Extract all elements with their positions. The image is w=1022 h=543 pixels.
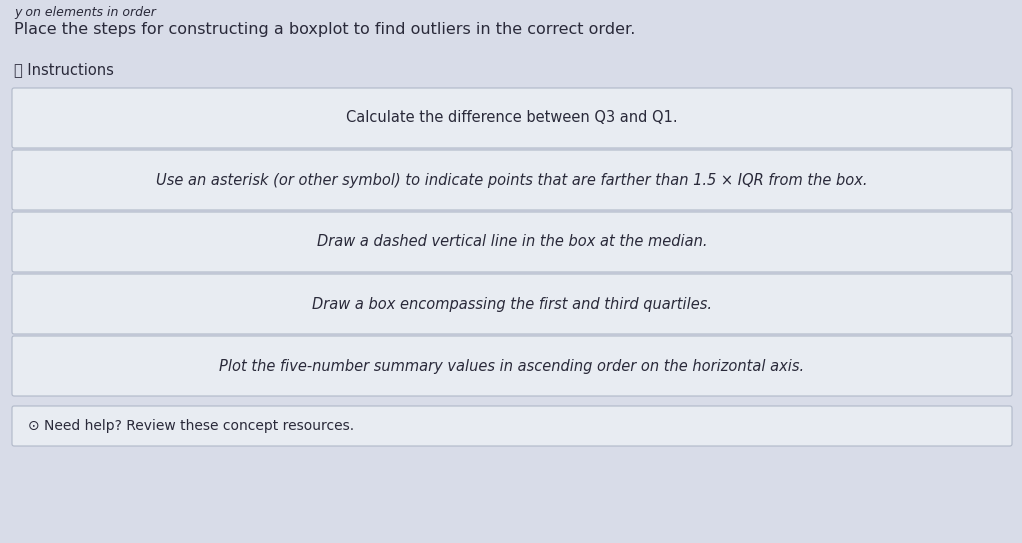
Text: ⊙ Need help? Review these concept resources.: ⊙ Need help? Review these concept resour… [28,419,355,433]
FancyBboxPatch shape [12,88,1012,148]
FancyBboxPatch shape [12,406,1012,446]
FancyBboxPatch shape [12,336,1012,396]
Text: Draw a box encompassing the first and third quartiles.: Draw a box encompassing the first and th… [312,296,712,312]
FancyBboxPatch shape [12,212,1012,272]
Text: Plot the five-number summary values in ascending order on the horizontal axis.: Plot the five-number summary values in a… [220,358,804,374]
FancyBboxPatch shape [12,274,1012,334]
Text: Draw a dashed vertical line in the box at the median.: Draw a dashed vertical line in the box a… [317,235,707,249]
FancyBboxPatch shape [12,150,1012,210]
Text: Calculate the difference between Q3 and Q1.: Calculate the difference between Q3 and … [346,110,678,125]
Text: Use an asterisk (or other symbol) to indicate points that are farther than 1.5 ×: Use an asterisk (or other symbol) to ind… [156,173,868,187]
Text: y on elements in order: y on elements in order [14,6,156,19]
Text: Place the steps for constructing a boxplot to find outliers in the correct order: Place the steps for constructing a boxpl… [14,22,636,37]
Text: ⓘ Instructions: ⓘ Instructions [14,62,113,77]
